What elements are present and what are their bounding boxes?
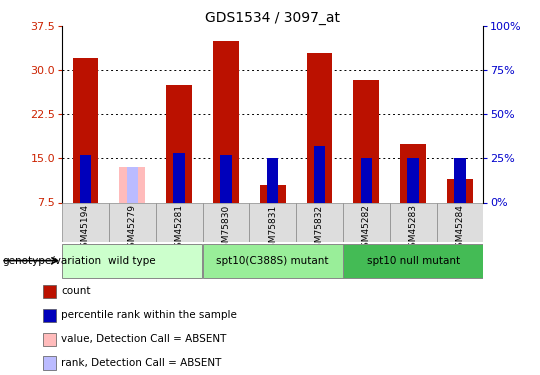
Bar: [62, 244, 202, 278]
Bar: [454, 158, 465, 203]
Bar: [353, 80, 379, 203]
Text: GSM45194: GSM45194: [81, 204, 90, 254]
Bar: [260, 185, 286, 202]
Text: wild type: wild type: [109, 256, 156, 266]
Bar: [109, 202, 156, 242]
Text: count: count: [61, 286, 91, 296]
Bar: [213, 41, 239, 203]
Bar: [43, 333, 56, 346]
Text: GSM75830: GSM75830: [221, 204, 231, 254]
Bar: [62, 202, 109, 242]
Text: spt10(C388S) mutant: spt10(C388S) mutant: [217, 256, 329, 266]
Bar: [126, 167, 138, 202]
Bar: [80, 155, 91, 203]
Text: GSM45282: GSM45282: [362, 204, 371, 254]
Bar: [314, 146, 325, 202]
Text: GSM45279: GSM45279: [128, 204, 137, 254]
Bar: [307, 53, 333, 202]
Bar: [400, 144, 426, 202]
Bar: [296, 202, 343, 242]
Bar: [220, 155, 232, 203]
Bar: [436, 202, 483, 242]
Bar: [202, 244, 343, 278]
Bar: [166, 85, 192, 202]
Bar: [43, 285, 56, 298]
Text: GSM75832: GSM75832: [315, 204, 324, 254]
Bar: [173, 153, 185, 203]
Text: value, Detection Call = ABSENT: value, Detection Call = ABSENT: [61, 334, 226, 344]
Bar: [343, 244, 483, 278]
Text: percentile rank within the sample: percentile rank within the sample: [61, 310, 237, 320]
Bar: [43, 309, 56, 322]
Bar: [249, 202, 296, 242]
Bar: [156, 202, 202, 242]
Text: GSM45283: GSM45283: [409, 204, 417, 254]
Text: GSM75831: GSM75831: [268, 204, 277, 254]
Title: GDS1534 / 3097_at: GDS1534 / 3097_at: [205, 11, 340, 25]
Bar: [43, 357, 56, 370]
Bar: [119, 167, 145, 202]
Text: genotype/variation: genotype/variation: [3, 256, 102, 266]
Bar: [361, 158, 372, 203]
Bar: [267, 158, 279, 203]
Text: rank, Detection Call = ABSENT: rank, Detection Call = ABSENT: [61, 358, 221, 368]
Bar: [72, 58, 98, 202]
Bar: [447, 179, 473, 203]
Bar: [390, 202, 436, 242]
Bar: [343, 202, 390, 242]
Text: GSM45284: GSM45284: [455, 204, 464, 254]
Bar: [407, 158, 419, 203]
Bar: [202, 202, 249, 242]
Text: GSM45281: GSM45281: [174, 204, 184, 254]
Text: spt10 null mutant: spt10 null mutant: [367, 256, 460, 266]
